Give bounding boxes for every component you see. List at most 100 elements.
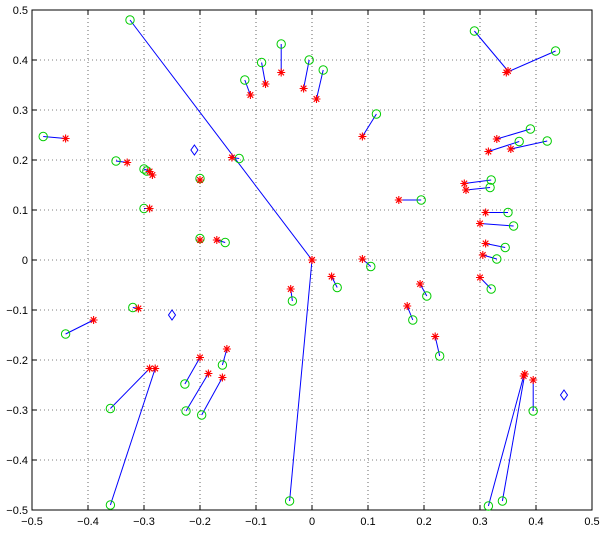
x-tick-label: −0.5 (21, 516, 43, 528)
star-marker (145, 364, 154, 373)
x-tick-label: −0.4 (77, 516, 99, 528)
diamond-markers (167, 144, 569, 401)
circle-marker (240, 75, 250, 85)
circle-marker (434, 351, 445, 361)
circle-marker (525, 124, 536, 134)
circle-marker (486, 175, 496, 185)
circle-marker (497, 496, 508, 506)
circle-marker (486, 284, 496, 294)
displacement-line (488, 141, 520, 152)
circle-marker (256, 57, 267, 68)
displacement-line (496, 128, 531, 140)
circle-marker (105, 403, 116, 414)
star-marker (148, 171, 157, 179)
star-marker (506, 145, 515, 153)
star-marker (212, 236, 221, 244)
circle-marker (276, 39, 286, 49)
circle-marker (528, 406, 538, 416)
star-marker (476, 219, 484, 228)
y-tick-label: 0.2 (13, 155, 28, 167)
circle-marker (196, 410, 207, 420)
star-marker (481, 239, 490, 248)
displacement-line (65, 319, 94, 335)
star-marker (286, 285, 295, 293)
star-marker (327, 272, 336, 281)
circle-marker (408, 315, 418, 325)
displacement-line (479, 223, 514, 227)
star-marker (476, 273, 484, 282)
y-tick-label: −0.2 (6, 355, 28, 367)
circle-marker (318, 65, 328, 75)
star-marker (358, 132, 367, 141)
star-marker (277, 68, 286, 77)
displacement-line (487, 375, 525, 507)
y-tick-label: 0.3 (13, 105, 28, 117)
star-marker (123, 158, 132, 167)
y-tick-label: −0.1 (6, 305, 28, 317)
circle-marker (332, 282, 342, 293)
circle-marker (220, 237, 230, 248)
x-tick-label: 0 (309, 516, 315, 528)
circle-marker (139, 164, 149, 174)
displacement-line (129, 19, 313, 261)
star-marker (403, 302, 412, 310)
y-tick-label: −0.5 (6, 505, 28, 517)
star-marker (520, 370, 529, 378)
star-marker (358, 255, 367, 263)
x-tick-label: −0.1 (245, 516, 267, 528)
star-marker (145, 204, 154, 213)
circle-marker (503, 207, 513, 218)
x-axis-ticks: −0.5 −0.4 −0.3 −0.2 −0.1 0 0.1 0.2 0.3 0.4 0.5 (21, 10, 600, 528)
circle-marker (485, 182, 495, 193)
circle-marker (111, 156, 121, 166)
circle-marker (469, 26, 480, 36)
star-marker (519, 372, 528, 380)
star-marker (222, 345, 231, 353)
circle-marker (542, 136, 552, 146)
displacement-line (331, 276, 338, 288)
displacement-line (506, 50, 556, 73)
circle-marker (304, 55, 314, 65)
star-marker (478, 251, 487, 259)
y-tick-label: −0.3 (6, 405, 28, 417)
x-tick-label: 0.3 (472, 516, 487, 528)
x-tick-label: 0.2 (416, 516, 431, 528)
circle-marker (550, 46, 561, 56)
star-marker (218, 373, 227, 382)
displacement-line (289, 259, 313, 502)
displacement-lines (43, 19, 556, 507)
circle-marker (500, 242, 510, 253)
star-marker (492, 135, 501, 143)
star-marker (61, 134, 70, 143)
circle-marker (422, 291, 432, 301)
displacement-line (244, 79, 251, 96)
star-marker (460, 179, 469, 188)
circle-marker (492, 254, 502, 264)
displacement-line (261, 62, 267, 85)
star-marker (134, 304, 143, 313)
x-tick-label: 0.1 (360, 516, 375, 528)
diamond-marker (190, 144, 199, 156)
displacement-line (110, 368, 150, 409)
circle-marker (366, 261, 376, 272)
y-tick-label: 0 (22, 255, 28, 267)
displacement-line (485, 243, 506, 248)
y-tick-label: 0.1 (13, 205, 28, 217)
y-tick-label: 0.5 (13, 5, 28, 17)
displacement-line (510, 140, 548, 150)
circle-marker (284, 496, 295, 506)
star-marker (502, 68, 511, 77)
displacement-line (501, 373, 526, 502)
circle-markers (38, 15, 561, 511)
y-tick-label: 0.4 (13, 55, 28, 67)
displacement-line (315, 69, 324, 100)
star-marker (299, 84, 308, 93)
star-marker (204, 369, 213, 378)
diamond-marker (167, 309, 177, 321)
x-tick-label: −0.3 (133, 516, 155, 528)
star-marker (261, 80, 270, 88)
circle-marker (287, 296, 298, 306)
circle-marker (416, 195, 426, 205)
displacement-line (474, 30, 509, 72)
